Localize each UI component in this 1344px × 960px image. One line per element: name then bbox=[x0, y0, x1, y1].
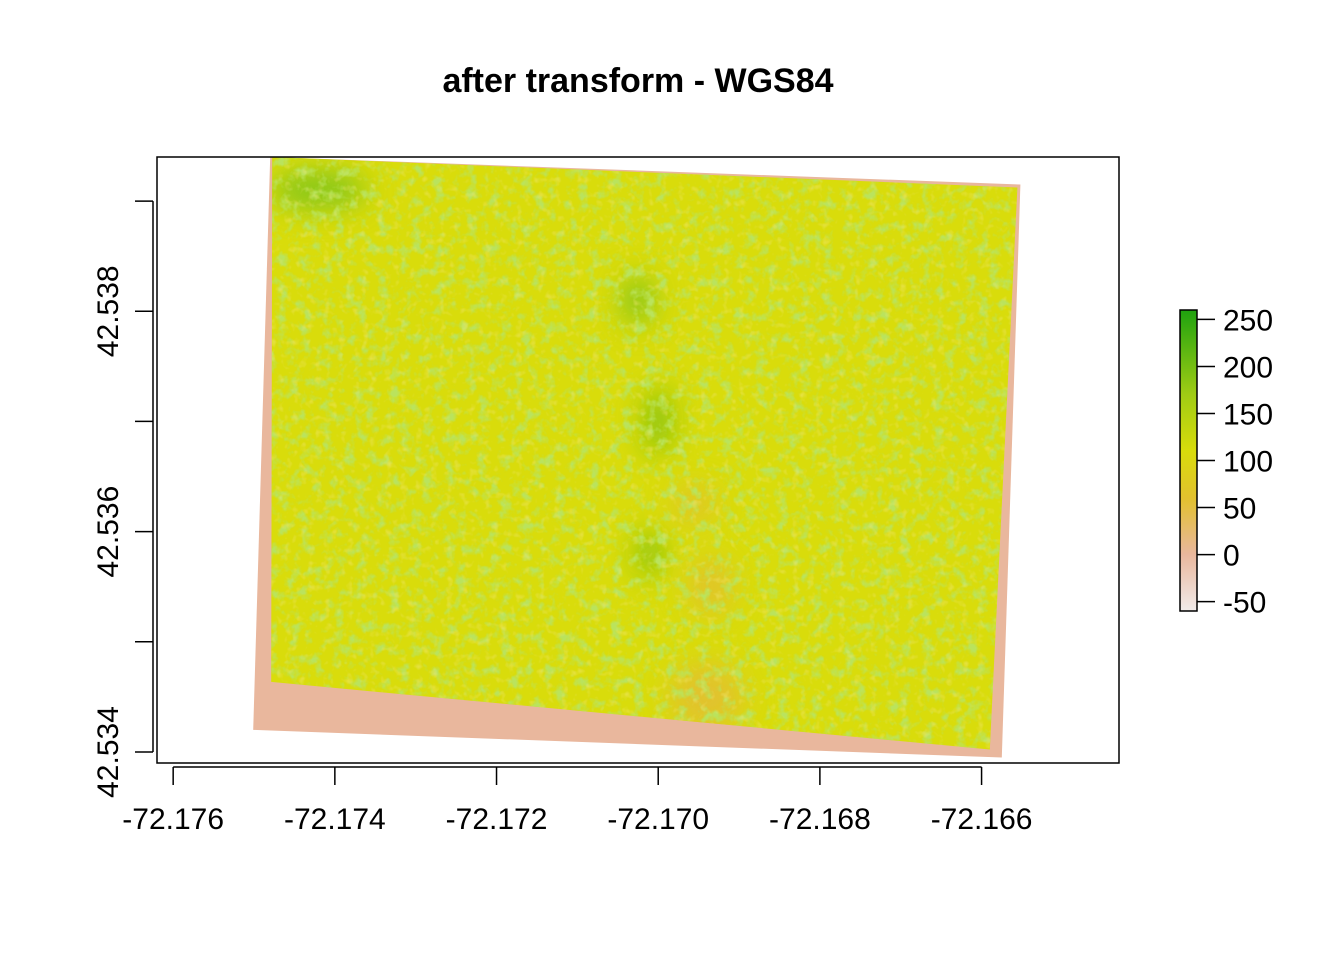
legend-tick-label: 200 bbox=[1223, 351, 1273, 384]
y-axis-ticks: 42.534 42.536 42.538 bbox=[92, 200, 153, 798]
x-axis-ticks: -72.176 -72.174 -72.172 -72.170 -72.168 -72.1… bbox=[122, 767, 1032, 836]
y-tick-label: 42.538 bbox=[92, 265, 125, 357]
legend-tick-label: 50 bbox=[1223, 493, 1256, 526]
x-tick-label: -72.174 bbox=[284, 803, 386, 836]
y-tick-label: 42.536 bbox=[92, 486, 125, 578]
legend-colorbar bbox=[1179, 309, 1198, 612]
legend-tick-label: 250 bbox=[1223, 304, 1273, 337]
color-legend: 250 200 150 100 50 0 -50 bbox=[1179, 304, 1273, 620]
y-axis: 42.534 42.536 42.538 bbox=[92, 200, 154, 798]
canopy-texture-secondary bbox=[271, 157, 1018, 750]
legend-tick-label: -50 bbox=[1223, 587, 1266, 620]
legend-tick-label: 150 bbox=[1223, 398, 1273, 431]
raster-image bbox=[253, 157, 1021, 758]
x-tick-label: -72.170 bbox=[607, 803, 709, 836]
legend-tick-label: 0 bbox=[1223, 540, 1240, 573]
legend-tick-label: 100 bbox=[1223, 446, 1273, 479]
x-tick-label: -72.176 bbox=[122, 803, 224, 836]
x-tick-label: -72.168 bbox=[769, 803, 871, 836]
y-tick-label: 42.534 bbox=[92, 706, 125, 798]
legend-ticks: 250 200 150 100 50 0 -50 bbox=[1197, 304, 1273, 620]
x-tick-label: -72.166 bbox=[931, 803, 1033, 836]
x-axis: -72.176 -72.174 -72.172 -72.170 -72.168 -72.1… bbox=[122, 766, 1032, 836]
x-tick-label: -72.172 bbox=[446, 803, 548, 836]
plot-frame bbox=[156, 156, 1120, 764]
chart-title: after transform - WGS84 bbox=[442, 62, 833, 100]
